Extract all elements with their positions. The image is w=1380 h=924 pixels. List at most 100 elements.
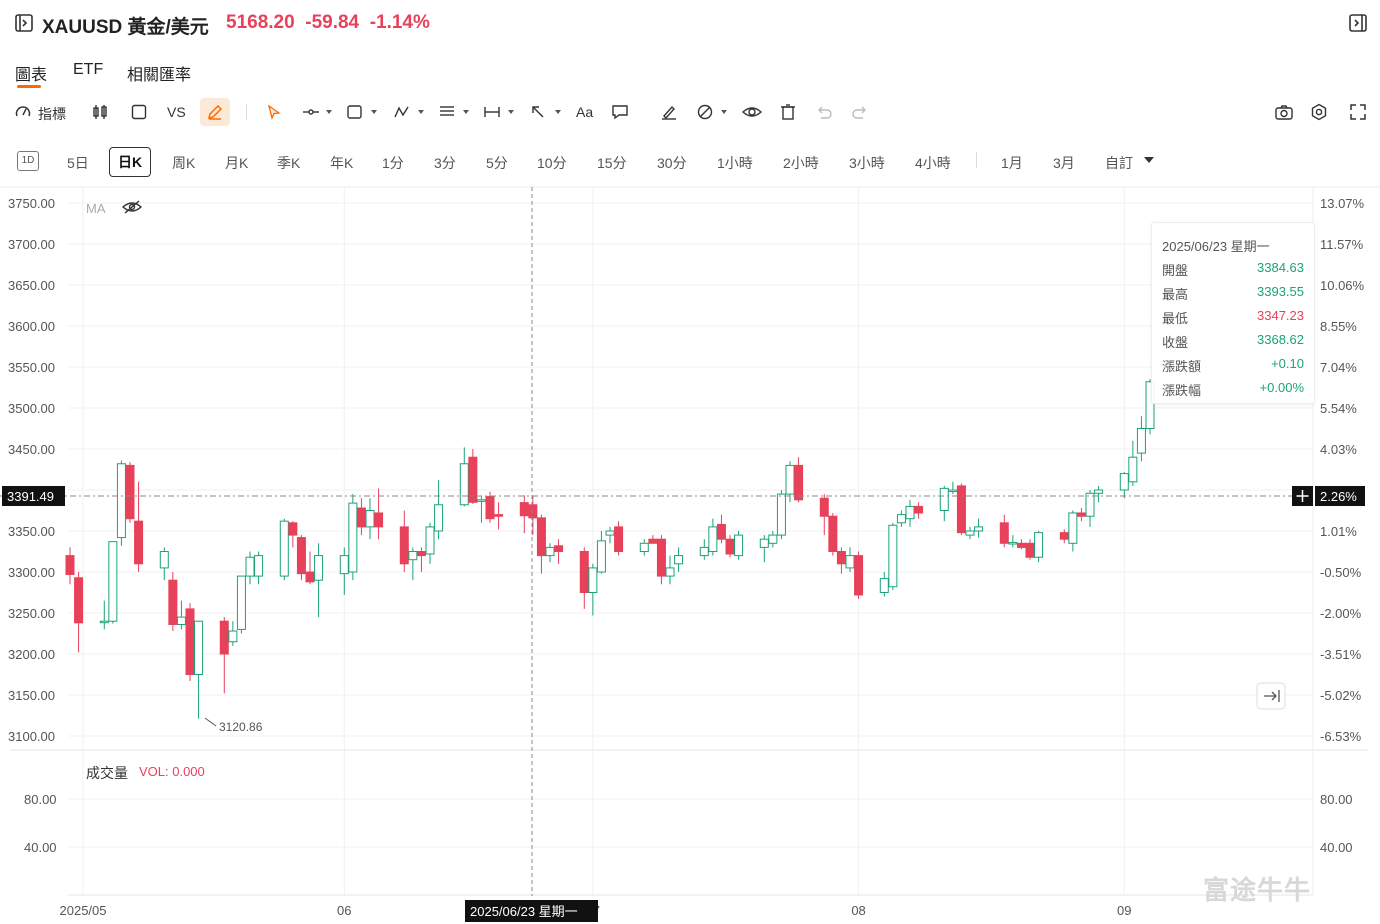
candle-body bbox=[485, 496, 495, 520]
redo-icon[interactable] bbox=[851, 103, 869, 121]
candle-body bbox=[459, 463, 469, 506]
candle-body bbox=[1136, 428, 1146, 454]
camera-icon[interactable] bbox=[1274, 103, 1294, 121]
candle bbox=[1025, 539, 1035, 560]
indicator-gauge-icon[interactable] bbox=[14, 103, 32, 121]
candle-body bbox=[1008, 541, 1018, 545]
x-tick-label: 09 bbox=[1117, 903, 1131, 918]
candle bbox=[999, 514, 1009, 548]
candle-body bbox=[1085, 492, 1095, 517]
measure-tool-icon[interactable] bbox=[483, 104, 517, 120]
line-tool-icon[interactable] bbox=[301, 104, 335, 120]
candle bbox=[768, 531, 778, 548]
indicators-button[interactable]: 指標 bbox=[38, 106, 66, 122]
symbol-title: XAUUSD 黃金/美元 bbox=[42, 17, 209, 38]
period-1m[interactable]: 1月 bbox=[1001, 155, 1023, 171]
candle-body bbox=[348, 502, 358, 573]
candle-body bbox=[434, 504, 444, 532]
period-5d[interactable]: 5日 bbox=[67, 155, 89, 171]
period-1h[interactable]: 1小時 bbox=[717, 155, 753, 171]
period-1d[interactable]: 1D bbox=[17, 151, 39, 171]
candle-body bbox=[176, 616, 186, 625]
period-custom[interactable]: 自訂 bbox=[1105, 155, 1133, 171]
period-15min[interactable]: 15分 bbox=[597, 155, 627, 171]
candle bbox=[494, 502, 504, 530]
period-4h[interactable]: 4小時 bbox=[915, 155, 951, 171]
period-30min[interactable]: 30分 bbox=[657, 155, 687, 171]
period-3m[interactable]: 3月 bbox=[1053, 155, 1075, 171]
candle-body bbox=[614, 526, 624, 553]
draw-toggle-button[interactable] bbox=[200, 98, 230, 126]
candle-body bbox=[219, 620, 229, 655]
candle-body bbox=[425, 526, 435, 555]
volume-tick-label: 80.00 bbox=[24, 792, 57, 807]
candle-body bbox=[896, 514, 906, 524]
comment-icon[interactable] bbox=[611, 103, 629, 121]
undo-icon[interactable] bbox=[815, 103, 833, 121]
candle bbox=[459, 447, 469, 507]
candle-body bbox=[588, 567, 598, 594]
chevron-down-icon[interactable] bbox=[1143, 156, 1155, 164]
price-tick-label: 3600.00 bbox=[8, 319, 55, 334]
candle bbox=[416, 547, 426, 572]
candle bbox=[236, 575, 246, 634]
period-10min[interactable]: 10分 bbox=[537, 155, 567, 171]
arrow-tool-icon[interactable] bbox=[530, 104, 564, 120]
compare-button[interactable]: VS bbox=[167, 104, 186, 120]
tab-etf[interactable]: ETF bbox=[73, 61, 104, 78]
price-tick-label: 3500.00 bbox=[8, 401, 55, 416]
collapse-panel-icon[interactable] bbox=[14, 13, 34, 33]
tooltip-value: 3384.63 bbox=[1257, 260, 1304, 275]
period-quarterly[interactable]: 季K bbox=[277, 155, 301, 171]
candle-body bbox=[794, 464, 804, 501]
period-yearly[interactable]: 年K bbox=[330, 155, 354, 171]
shape-tool-icon[interactable] bbox=[346, 104, 380, 120]
trash-icon[interactable] bbox=[780, 103, 796, 121]
tab-related-fx[interactable]: 相關匯率 bbox=[127, 67, 192, 84]
candle bbox=[168, 572, 178, 632]
eye-icon[interactable] bbox=[742, 103, 762, 121]
candle bbox=[1119, 471, 1129, 499]
candle-body bbox=[1034, 532, 1044, 558]
candle-body bbox=[785, 464, 795, 495]
candle bbox=[305, 551, 315, 585]
fullscreen-icon[interactable] bbox=[1349, 103, 1367, 121]
expand-panel-icon[interactable] bbox=[1348, 13, 1368, 33]
period-daily[interactable]: 日K bbox=[109, 147, 152, 177]
period-5min[interactable]: 5分 bbox=[486, 155, 508, 171]
candle bbox=[674, 547, 684, 572]
tab-chart[interactable]: 圖表 bbox=[15, 67, 48, 84]
period-3h[interactable]: 3小時 bbox=[849, 155, 885, 171]
period-monthly[interactable]: 月K bbox=[225, 155, 249, 171]
period-2h[interactable]: 2小時 bbox=[783, 155, 819, 171]
candle-body bbox=[296, 537, 306, 575]
period-weekly[interactable]: 周K bbox=[172, 155, 196, 171]
candle-body bbox=[1145, 381, 1155, 430]
candle bbox=[314, 543, 324, 618]
period-3min[interactable]: 3分 bbox=[434, 155, 456, 171]
candle-body bbox=[399, 526, 409, 565]
header: XAUUSD 黃金/美元 5168.20 -59.84 -1.14% bbox=[0, 0, 1380, 48]
candle-body bbox=[416, 551, 426, 557]
eraser-tool-icon[interactable] bbox=[696, 103, 730, 121]
cursor-arrow-icon[interactable] bbox=[266, 104, 282, 120]
square-icon[interactable] bbox=[131, 104, 147, 120]
settings-gear-icon[interactable] bbox=[1310, 103, 1328, 121]
candle bbox=[545, 543, 555, 563]
fibonacci-tool-icon[interactable] bbox=[438, 104, 472, 120]
candle bbox=[794, 457, 804, 503]
price-tick-label: 3150.00 bbox=[8, 688, 55, 703]
tooltip-value: +0.10 bbox=[1271, 356, 1304, 371]
candle bbox=[399, 510, 409, 572]
pattern-tool-icon[interactable] bbox=[393, 104, 427, 120]
x-tick-label: 06 bbox=[337, 903, 351, 918]
candle-body bbox=[476, 499, 486, 502]
candle-body bbox=[65, 555, 75, 575]
text-tool-button[interactable]: Aa bbox=[576, 104, 594, 120]
crosshair-pct-box bbox=[1315, 486, 1365, 506]
candle-type-icon[interactable] bbox=[91, 103, 109, 121]
price-tick-label: 3650.00 bbox=[8, 278, 55, 293]
period-1min[interactable]: 1分 bbox=[382, 155, 404, 171]
brush-icon[interactable] bbox=[660, 103, 678, 121]
